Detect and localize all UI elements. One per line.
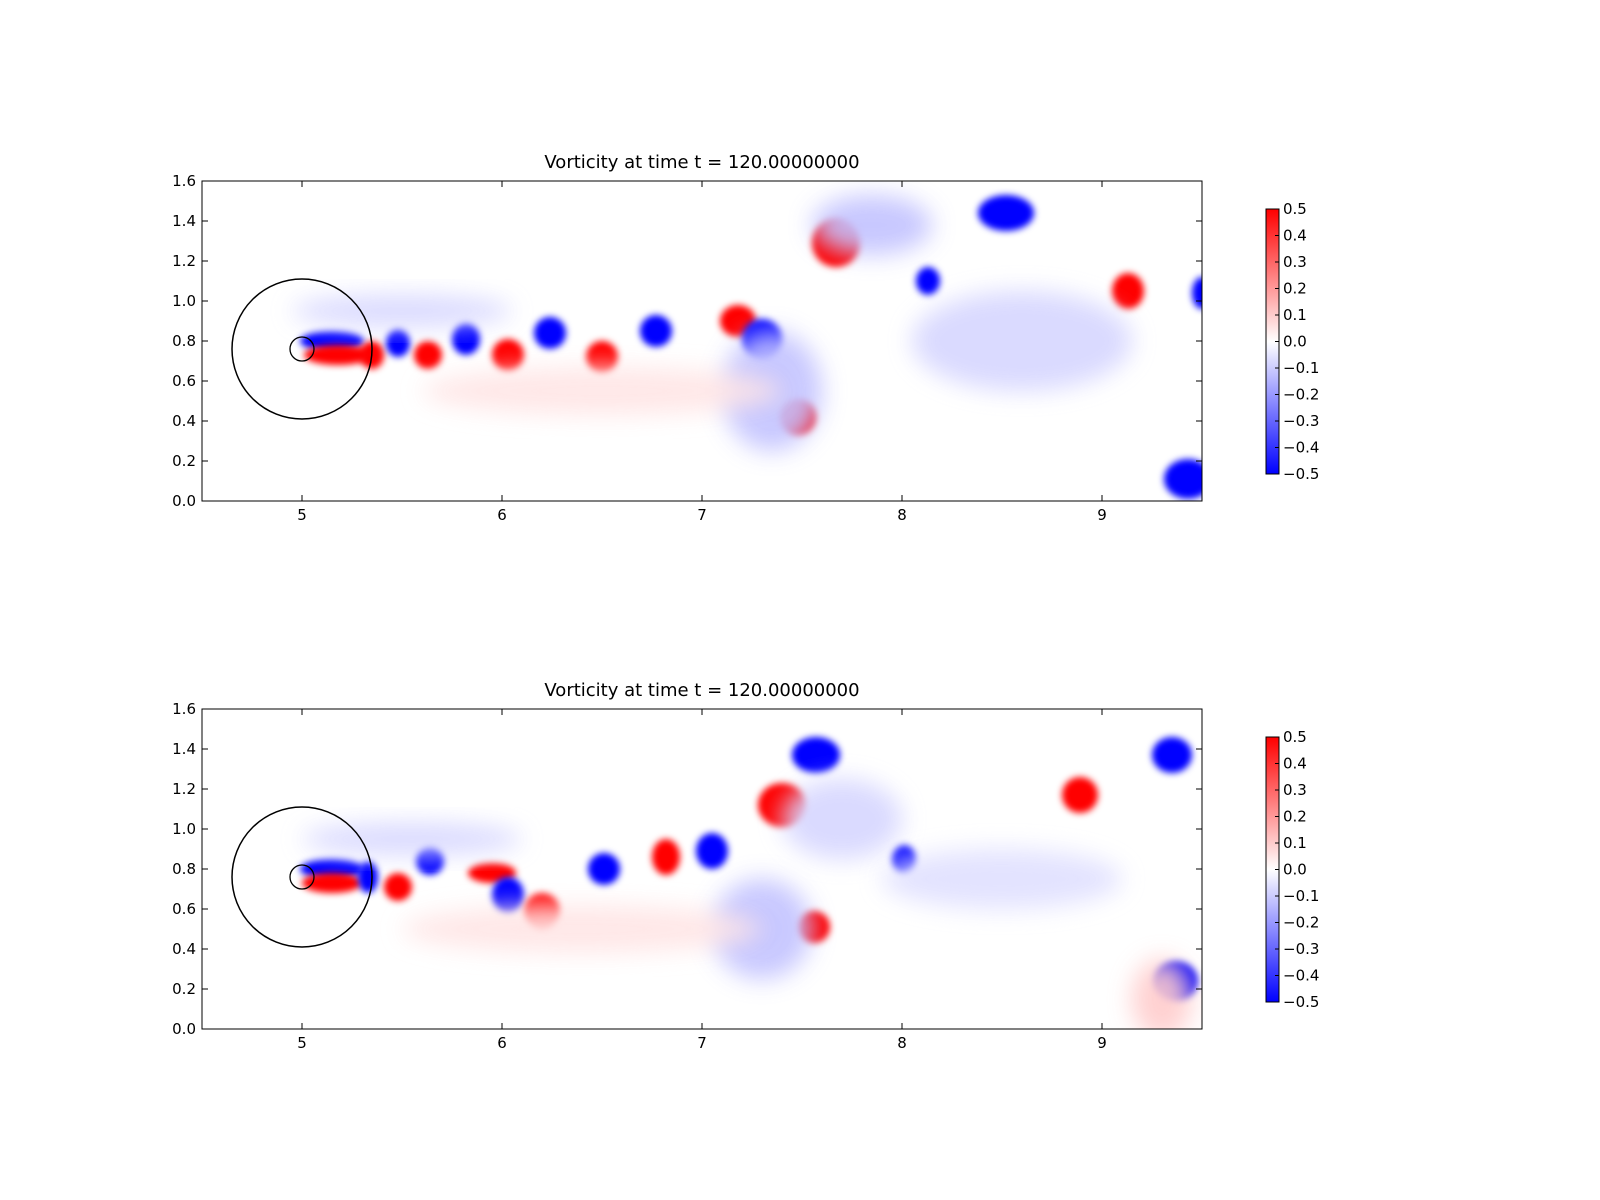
colorbar-tick-label: −0.4	[1283, 439, 1319, 457]
colorbar-tick-label: −0.3	[1283, 412, 1319, 430]
colorbar-tick-label: −0.5	[1283, 993, 1319, 1011]
panel-2: 5 6 7 8 9 0.0 0.2 0.4 0.6 0.8 1.0 1.2 1.4 1.6 Vorticit…	[172, 680, 1319, 1052]
vortex-negative	[916, 267, 940, 295]
vortex-negative	[358, 861, 378, 893]
panel-1: 5 6 7 8 9 0.0 0.2 0.4 0.6 0.8 1.0 1.2 1.4 1.6 Vorticit…	[172, 152, 1319, 524]
vortex-negative	[452, 323, 480, 355]
vortex-positive	[304, 345, 372, 365]
colorbar-tick-label: −0.2	[1283, 914, 1319, 932]
colorbar-tick-label: 0.3	[1283, 253, 1307, 271]
vortex-negative	[912, 291, 1132, 391]
y-tick-label: 0.2	[172, 980, 196, 998]
y-tick-label: 1.0	[172, 292, 196, 310]
vortex-negative	[978, 195, 1034, 231]
y-tick-label: 1.4	[172, 740, 196, 758]
vortex-positive	[422, 367, 782, 415]
vortex-negative	[492, 877, 524, 913]
vortex-negative	[696, 833, 728, 869]
vortex-positive	[384, 873, 412, 901]
colorbar: 0.5 0.4 0.3 0.2 0.1 0.0 −0.1 −0.2 −0.3 −0.4 −0.5	[1265, 200, 1319, 483]
colorbar-tick-label: −0.4	[1283, 967, 1319, 985]
colorbar-tick-label: 0.1	[1283, 306, 1307, 324]
y-tick-label: 0.6	[172, 900, 196, 918]
chart-title: Vorticity at time t = 120.00000000	[544, 152, 859, 173]
colorbar-tick-label: 0.0	[1283, 333, 1307, 351]
vortex-positive	[402, 905, 762, 953]
colorbar-tick-label: 0.1	[1283, 834, 1307, 852]
vortex-negative	[588, 853, 620, 885]
vortex-negative	[640, 315, 672, 347]
y-tick-label: 1.0	[172, 820, 196, 838]
y-tick-label: 0.0	[172, 492, 196, 510]
colorbar-tick-label: −0.3	[1283, 940, 1319, 958]
vortex-positive	[1132, 959, 1192, 1029]
x-tick-label: 6	[497, 506, 507, 524]
y-tick-label: 0.6	[172, 372, 196, 390]
domain-ring	[231, 806, 373, 948]
colorbar-tick-label: 0.2	[1283, 280, 1307, 298]
colorbar-tick-label: −0.1	[1283, 359, 1319, 377]
colorbar-tick-label: −0.5	[1283, 465, 1319, 483]
vortex-positive	[586, 341, 618, 373]
vortex-positive	[652, 839, 680, 875]
y-tick-label: 0.4	[172, 412, 196, 430]
x-tick-label: 5	[297, 506, 307, 524]
vorticity-field	[202, 709, 1202, 1029]
x-tick-label: 7	[697, 506, 707, 524]
vortex-negative	[1152, 737, 1192, 773]
y-tick-label: 0.4	[172, 940, 196, 958]
colorbar-tick-label: 0.5	[1283, 728, 1307, 746]
colorbar-tick-label: −0.1	[1283, 887, 1319, 905]
vortex-negative	[302, 823, 522, 855]
y-tick-label: 1.2	[172, 252, 196, 270]
chart-title: Vorticity at time t = 120.00000000	[544, 680, 859, 701]
colorbar: 0.5 0.4 0.3 0.2 0.1 0.0 −0.1 −0.2 −0.3 −0.4 −0.5	[1265, 728, 1319, 1011]
colorbar-tick-label: 0.2	[1283, 808, 1307, 826]
vortex-negative	[300, 859, 364, 879]
x-tick-label: 6	[497, 1034, 507, 1052]
cylinder-body	[289, 336, 315, 362]
y-tick-label: 0.8	[172, 860, 196, 878]
x-tick-label: 8	[897, 506, 907, 524]
vortex-positive	[1112, 273, 1144, 309]
x-tick-label: 7	[697, 1034, 707, 1052]
colorbar-tick-label: −0.2	[1283, 386, 1319, 404]
vortex-negative	[882, 849, 1122, 909]
vortex-positive	[492, 339, 524, 371]
colorbar-tick-label: 0.3	[1283, 781, 1307, 799]
colorbar-tick-label: 0.4	[1283, 755, 1307, 773]
x-tick-label: 9	[1097, 1034, 1107, 1052]
vortex-negative	[1164, 459, 1202, 499]
x-tick-label: 9	[1097, 506, 1107, 524]
y-tick-label: 1.6	[172, 172, 196, 190]
colorbar-tick-label: 0.0	[1283, 861, 1307, 879]
vortex-negative	[292, 295, 512, 327]
x-tick-label: 8	[897, 1034, 907, 1052]
vortex-negative	[534, 317, 566, 349]
colorbar-tick-label: 0.4	[1283, 227, 1307, 245]
vortex-negative	[386, 329, 410, 357]
vortex-negative	[812, 195, 932, 255]
vortex-negative	[782, 779, 902, 859]
vortex-positive	[302, 873, 362, 893]
y-tick-label: 1.4	[172, 212, 196, 230]
y-tick-label: 0.0	[172, 1020, 196, 1038]
y-tick-label: 1.2	[172, 780, 196, 798]
vorticity-field	[202, 181, 1202, 501]
y-tick-label: 0.2	[172, 452, 196, 470]
y-tick-label: 1.6	[172, 700, 196, 718]
colorbar-tick-label: 0.5	[1283, 200, 1307, 218]
domain-ring	[231, 278, 373, 420]
cylinder-body	[289, 864, 315, 890]
y-tick-label: 0.8	[172, 332, 196, 350]
vortex-positive	[414, 341, 442, 369]
x-tick-label: 5	[297, 1034, 307, 1052]
vortex-negative	[792, 737, 840, 773]
vortex-positive	[1062, 777, 1098, 813]
